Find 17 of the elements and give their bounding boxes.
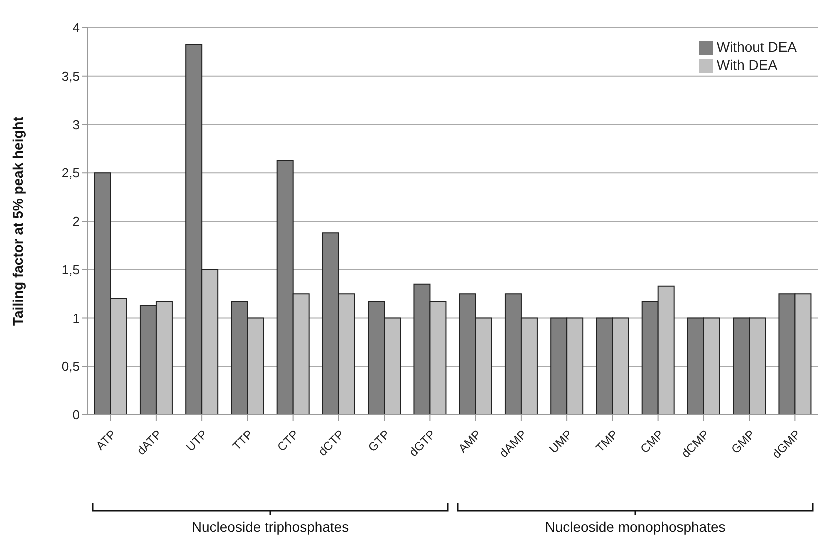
- text: Nucleoside triphosphates: [190, 519, 350, 535]
- legend-label: With DEA: [716, 57, 778, 73]
- text: Nucleoside monophosphates: [544, 519, 727, 535]
- y-tick-label: 4: [72, 20, 80, 36]
- y-tick-label: 0: [72, 408, 80, 423]
- y-tick-label: 3,5: [62, 68, 80, 84]
- x-tick-label: TTP: [230, 427, 256, 454]
- x-tick-label: CTP: [274, 427, 302, 454]
- y-tick-label: 3: [72, 117, 80, 132]
- y-axis-title: Tailing factor at 5% peak height: [10, 116, 26, 326]
- y-tick-label: 1,5: [62, 262, 80, 278]
- y-tick-label: 1: [72, 310, 80, 326]
- y-tick-label: 2: [72, 214, 80, 230]
- y-tick-label: 0,5: [62, 359, 80, 374]
- x-tick-label: UTP: [184, 427, 210, 454]
- y-tick-label: 2,5: [62, 166, 80, 181]
- legend-label: Without DEA: [716, 39, 797, 55]
